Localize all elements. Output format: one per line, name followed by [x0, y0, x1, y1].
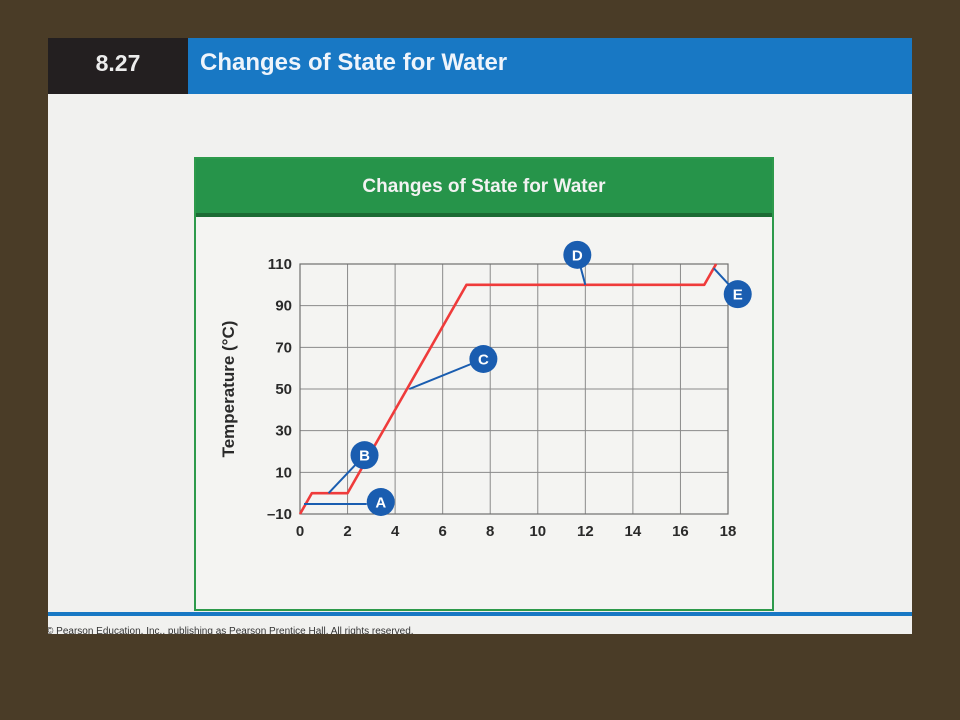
y-tick-label: 110: [268, 256, 292, 273]
callout-label: D: [572, 247, 583, 264]
callout-marker: [469, 345, 498, 373]
slide: 8.27 Changes of State for Water Changes …: [48, 38, 912, 634]
y-tick-label: 90: [275, 298, 292, 315]
x-tick-label: 16: [672, 523, 689, 540]
y-tick-label: 10: [275, 464, 292, 481]
figure-panel: Changes of State for Water A B C D E 0 2 4 6 8 10…: [194, 157, 774, 611]
callout-marker: [723, 280, 752, 309]
x-tick-label: 12: [577, 523, 594, 540]
callout-label: E: [733, 287, 743, 304]
callout-marker: [366, 488, 395, 516]
callout-label: B: [359, 448, 370, 465]
callout-label: A: [375, 495, 386, 512]
x-tick-label: 10: [529, 523, 546, 540]
x-tick-label: 0: [296, 523, 304, 540]
line-chart: A B C D E 0 2 4 6 8 10 12 14 16 18 110 90 70 50 30 10 –10 Tem…: [219, 240, 752, 540]
x-tick-label: 2: [343, 523, 351, 540]
x-tick-label: 8: [486, 523, 494, 540]
x-tick-label: 4: [391, 523, 400, 540]
y-tick-label: 30: [275, 423, 292, 440]
slide-number: 8.27: [48, 38, 188, 94]
x-tick-label: 6: [438, 523, 446, 540]
footer-rule: [48, 612, 912, 616]
callout-marker: [350, 441, 379, 470]
slide-title: Changes of State for Water: [188, 38, 912, 94]
y-tick-label: 50: [275, 381, 292, 398]
y-tick-label: –10: [267, 506, 292, 523]
callout-marker: [563, 240, 592, 269]
plot-frame: [299, 263, 729, 515]
chart-title: Changes of State for Water: [196, 159, 772, 217]
copyright-footer: © Pearson Education, Inc., publishing as…: [48, 626, 414, 634]
heating-curve-line: [298, 263, 718, 515]
x-tick-label: 14: [625, 523, 642, 540]
x-tick-label: 18: [720, 523, 737, 540]
callout-label: C: [478, 352, 489, 369]
y-tick-label: 70: [275, 339, 292, 356]
y-axis-title: Temperature (°C): [219, 321, 238, 458]
